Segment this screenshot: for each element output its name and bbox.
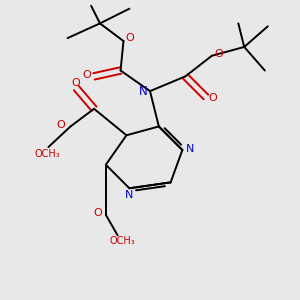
Text: O: O <box>82 70 91 80</box>
Text: OCH₃: OCH₃ <box>34 148 60 158</box>
Text: N: N <box>124 190 133 200</box>
Text: O: O <box>208 94 217 103</box>
Text: N: N <box>139 85 148 98</box>
Text: O: O <box>71 78 80 88</box>
Text: O: O <box>57 120 65 130</box>
Text: O: O <box>126 33 134 43</box>
Text: OCH₃: OCH₃ <box>109 236 135 246</box>
Text: O: O <box>214 49 223 59</box>
Text: N: N <box>186 143 194 154</box>
Text: O: O <box>94 208 103 218</box>
